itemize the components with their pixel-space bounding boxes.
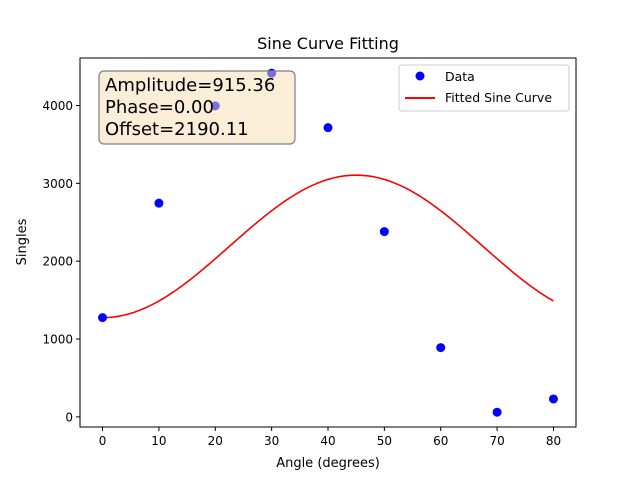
annotation-amplitude: Amplitude=915.36 (105, 75, 275, 96)
legend: Data Fitted Sine Curve (398, 64, 570, 112)
annotation-offset: Offset=2190.11 (105, 119, 249, 140)
data-point (323, 123, 333, 133)
fitted-sine-curve (102, 174, 554, 319)
data-point (492, 407, 502, 417)
x-tick-label: 40 (320, 434, 335, 448)
data-point (98, 313, 108, 323)
legend-marker-data (415, 71, 425, 81)
x-ticks: 0 10 20 30 40 50 60 70 80 (99, 427, 561, 448)
legend-box (398, 64, 570, 112)
data-point (379, 227, 389, 237)
x-tick-label: 60 (433, 434, 448, 448)
x-tick-label: 0 (99, 434, 107, 448)
data-point (548, 394, 558, 404)
y-axis-label: Singles (15, 218, 30, 265)
y-tick-label: 3000 (42, 177, 73, 191)
y-tick-label: 0 (65, 410, 73, 424)
y-tick-label: 1000 (42, 333, 73, 347)
data-point (154, 198, 164, 208)
legend-label-data: Data (445, 69, 475, 84)
data-point (436, 343, 446, 353)
x-tick-label: 20 (208, 434, 223, 448)
chart-title: Sine Curve Fitting (257, 34, 399, 53)
y-tick-label: 2000 (42, 255, 73, 269)
x-tick-label: 30 (264, 434, 279, 448)
x-axis-label: Angle (degrees) (276, 456, 380, 471)
x-tick-label: 50 (377, 434, 392, 448)
fit-layer (102, 174, 554, 319)
annotation-background (98, 70, 296, 145)
y-ticks: 0 1000 2000 3000 4000 (42, 99, 80, 424)
x-tick-label: 80 (546, 434, 561, 448)
x-tick-label: 10 (151, 434, 166, 448)
x-tick-label: 70 (489, 434, 504, 448)
legend-label-fit: Fitted Sine Curve (445, 90, 552, 105)
annotation-phase: Phase=0.00 (105, 97, 214, 118)
y-tick-label: 4000 (42, 99, 73, 113)
annotation-box: Amplitude=915.36 Phase=0.00 Offset=2190.… (98, 70, 296, 145)
